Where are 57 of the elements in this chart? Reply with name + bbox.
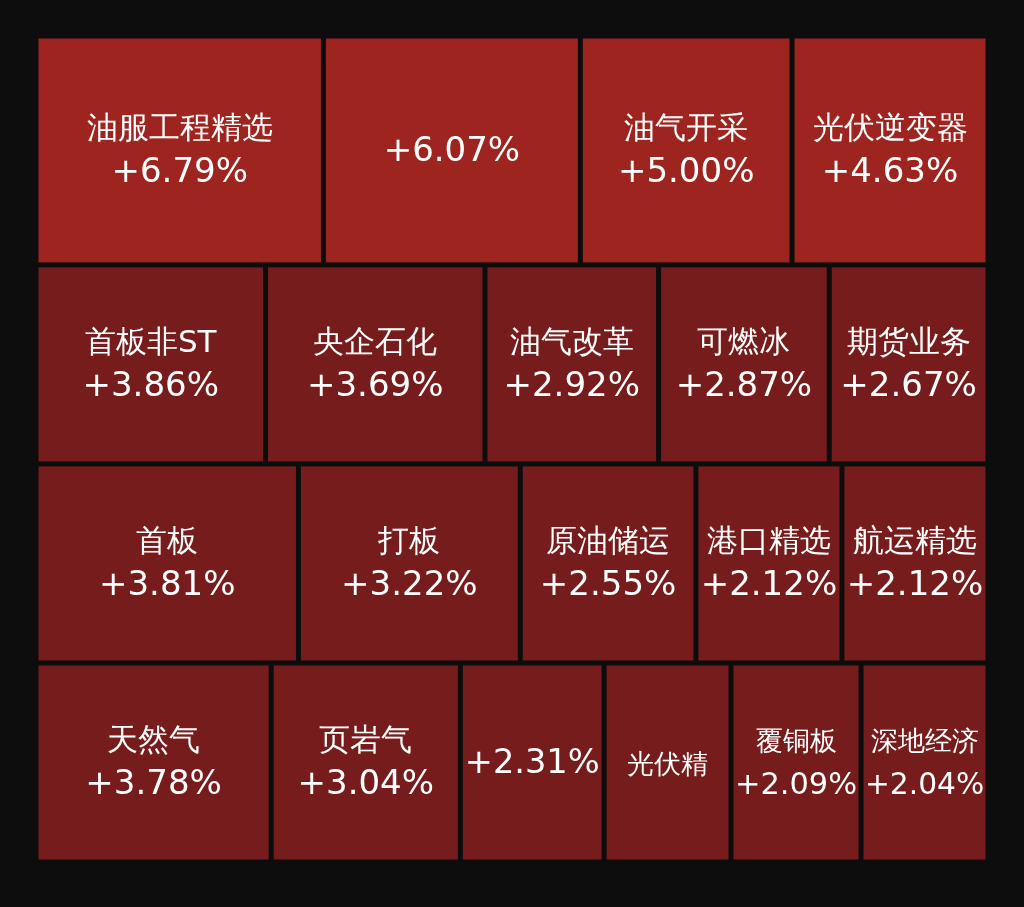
category-label: 首板非ST — [84, 323, 218, 360]
data-label: +2.87% — [675, 364, 813, 405]
category-label: 油气改革 — [509, 323, 634, 360]
data-label: +6.79% — [111, 150, 248, 191]
category-label: 油气开采 — [624, 109, 749, 146]
data-label: +2.55% — [539, 563, 677, 604]
data-label: +2.12% — [700, 563, 838, 604]
category-label: 打板 — [377, 522, 441, 559]
cell: 油气改革 +2.92% — [485, 265, 659, 464]
data-label: +5.00% — [617, 150, 755, 191]
category-label: 期货业务 — [846, 323, 971, 360]
cell: 天然气 +3.78% — [36, 663, 271, 862]
cell: 原油储运 +2.55% — [520, 464, 696, 663]
data-label: +2.67% — [840, 364, 977, 405]
category-label: 光伏精 — [627, 748, 709, 780]
cell: 打板 +3.22% — [298, 464, 520, 663]
category-label: 原油储运 — [546, 522, 671, 559]
category-label: 深地经济 — [870, 725, 979, 757]
category-label: 覆铜板 — [755, 725, 837, 757]
cell: 光伏逆变器 +4.63% — [792, 36, 988, 265]
data-label: +2.92% — [503, 364, 641, 405]
category-label: 天然气 — [107, 721, 201, 758]
category-label: 央企石化 — [313, 323, 438, 360]
data-label: +4.63% — [821, 150, 959, 191]
cell: 央企石化 +3.69% — [266, 265, 485, 464]
cell: 首板 +3.81% — [36, 464, 298, 663]
data-label: +3.86% — [82, 364, 220, 405]
cell: 覆铜板 +2.09% — [731, 663, 861, 862]
data-label: +3.78% — [85, 762, 222, 803]
cell: +2.31% — [460, 663, 604, 862]
data-label: +2.12% — [846, 563, 984, 604]
cell: 油服工程精选 +6.79% — [36, 36, 323, 265]
cell: 港口精选 +2.12% — [696, 464, 842, 663]
data-label: +2.31% — [464, 742, 600, 782]
cell: 首板非ST +3.86% — [36, 265, 266, 464]
category-label: 港口精选 — [706, 522, 831, 559]
category-label: 航运精选 — [852, 522, 977, 559]
data-label: +3.81% — [98, 563, 236, 604]
cell: 深地经济 +2.04% — [861, 663, 988, 862]
category-label: 油服工程精选 — [86, 109, 273, 146]
data-label: +3.22% — [341, 563, 478, 604]
category-label: 首板 — [136, 522, 199, 559]
cell: 期货业务 +2.67% — [829, 265, 988, 464]
data-label: +3.04% — [297, 762, 435, 803]
cell: 可燃冰 +2.87% — [659, 265, 829, 464]
cell: 光伏精 — [604, 663, 731, 862]
cell: 航运精选 +2.12% — [842, 464, 988, 663]
category-label: 可燃冰 — [697, 323, 791, 360]
category-label: 光伏逆变器 — [812, 109, 968, 146]
cell: +6.07% — [323, 36, 580, 265]
data-label: +3.69% — [306, 364, 444, 405]
cell: 油气开采 +5.00% — [580, 36, 792, 265]
data-label: +2.09% — [734, 766, 858, 802]
category-label: 页岩气 — [319, 721, 413, 758]
data-label: +6.07% — [383, 129, 521, 170]
data-label: +2.04% — [864, 766, 985, 802]
cell: 页岩气 +3.04% — [271, 663, 460, 862]
